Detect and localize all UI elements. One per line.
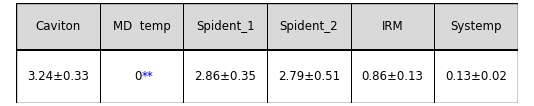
Text: 2.79±0.51: 2.79±0.51 [278, 70, 340, 83]
Bar [267, 50, 351, 103]
Bar [16, 3, 100, 50]
Bar [100, 3, 183, 50]
Bar [434, 50, 518, 103]
Bar [351, 3, 434, 50]
Text: IRM: IRM [382, 20, 403, 33]
Bar [100, 50, 183, 103]
Text: **: ** [142, 70, 153, 83]
Text: 2.86±0.35: 2.86±0.35 [194, 70, 256, 83]
Bar [434, 3, 518, 50]
Bar [351, 50, 434, 103]
Text: 0: 0 [134, 70, 142, 83]
Bar [183, 50, 267, 103]
Text: Systemp: Systemp [450, 20, 502, 33]
Bar [183, 3, 267, 50]
Bar [16, 50, 100, 103]
Text: 0.13±0.02: 0.13±0.02 [445, 70, 507, 83]
Text: Spident_2: Spident_2 [279, 20, 338, 33]
Text: MD  temp: MD temp [113, 20, 170, 33]
Text: 0.86±0.13: 0.86±0.13 [362, 70, 423, 83]
Bar [267, 3, 351, 50]
Text: 3.24±0.33: 3.24±0.33 [27, 70, 89, 83]
Text: Spident_1: Spident_1 [196, 20, 255, 33]
Text: Caviton: Caviton [35, 20, 81, 33]
